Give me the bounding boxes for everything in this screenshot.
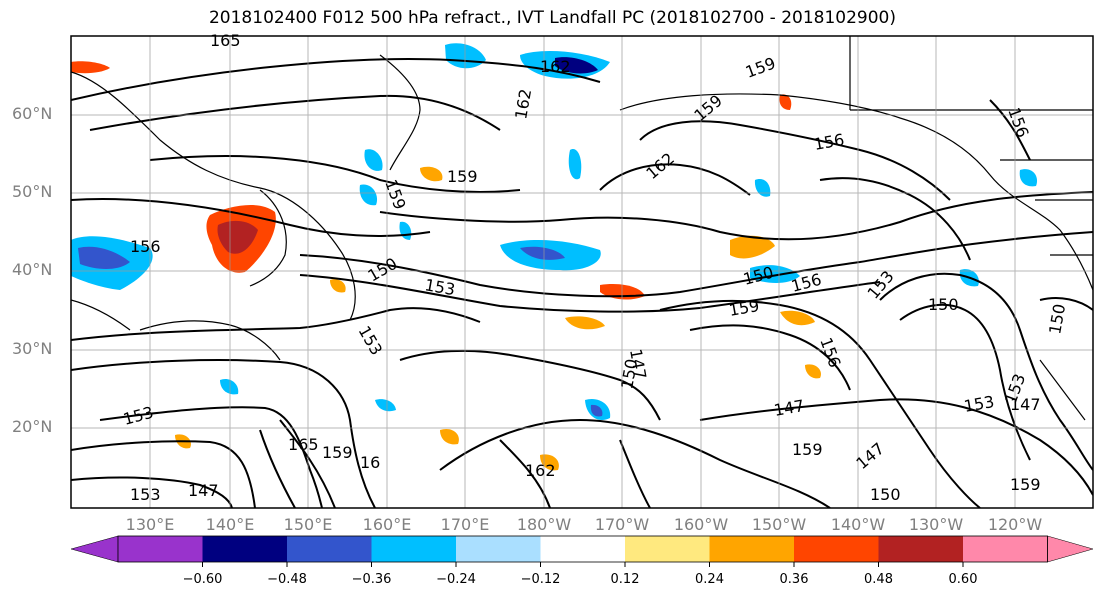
contour-label: 150 [1045, 302, 1069, 335]
contour-label: 147 [188, 481, 219, 500]
colorbar-tick-label: 0.60 [948, 572, 978, 587]
warm-anomaly-regions [71, 61, 821, 471]
colorbar-segment [878, 536, 963, 562]
refractivity-contours [71, 58, 1093, 508]
contour-label: 153 [355, 323, 387, 359]
colorbar-segment [709, 536, 794, 562]
colorbar-segment [456, 536, 541, 562]
lon-label: 150°E [283, 515, 333, 534]
contour-label: 162 [540, 57, 571, 76]
contour-label: 153 [130, 485, 161, 504]
lon-label: 140°W [830, 515, 886, 534]
lon-label: 160°E [362, 515, 412, 534]
contour-label: 147 [1010, 395, 1041, 414]
colorbar-tick-label: −0.48 [267, 572, 307, 587]
lat-label: 30°N [12, 339, 53, 358]
lon-label: 120°W [987, 515, 1043, 534]
lat-label: 40°N [12, 260, 53, 279]
colorbar-segment [287, 536, 372, 562]
contour-label: 159 [322, 443, 353, 462]
contour-label: 159 [447, 167, 478, 186]
contour-label: 153 [864, 267, 898, 303]
colorbar-segment [625, 536, 710, 562]
contour-label: 165 [210, 31, 241, 50]
contour-label: 147 [772, 396, 805, 420]
lon-label: 170°E [440, 515, 490, 534]
graticule [71, 36, 1093, 508]
lon-label: 150°W [751, 515, 807, 534]
colorbar-upper-extension [1047, 535, 1094, 563]
contour-labels: 165 159 162 159 156 156 159 162 159 162 … [121, 31, 1069, 504]
colorbar-segment [118, 536, 203, 562]
contour-label: 165 [288, 435, 319, 454]
contour-label: 153 [962, 392, 995, 416]
colorbar [70, 535, 1094, 567]
lon-label: 130°W [908, 515, 964, 534]
contour-label: 156 [816, 335, 844, 370]
lon-label: 130°E [125, 515, 175, 534]
contour-label: 156 [130, 237, 161, 256]
map-frame [70, 35, 1094, 509]
contour-label: 150 [741, 263, 775, 289]
colorbar-tick-label: −0.60 [182, 572, 223, 587]
contour-label: 159 [690, 91, 726, 125]
contour-label: 162 [511, 87, 535, 120]
colorbar-segment [540, 536, 625, 562]
contour-label: 162 [525, 461, 556, 480]
colorbar-segment [794, 536, 879, 562]
colorbar-segment [371, 536, 456, 562]
colorbar-lower-extension [70, 535, 119, 563]
contour-label: 159 [743, 53, 778, 81]
colorbar-tick-label: 0.24 [695, 572, 724, 587]
colorbar-tick-label: −0.12 [520, 572, 561, 587]
contour-label: 159 [1010, 475, 1041, 494]
lon-label: 170°W [594, 515, 650, 534]
contour-label: 159 [727, 296, 760, 320]
contour-label: 16 [360, 453, 380, 472]
lon-label: 140°E [205, 515, 255, 534]
contour-label: 153 [423, 275, 456, 299]
colorbar-tick-label: −0.36 [351, 572, 392, 587]
colorbar-tick-label: 0.36 [779, 572, 809, 587]
colorbar-tick-label: −0.24 [436, 572, 476, 587]
contour-label: 159 [381, 177, 409, 212]
lat-label: 50°N [12, 182, 53, 201]
blue-anomaly-regions [71, 43, 1038, 420]
colorbar-tick-label: 0.12 [610, 572, 640, 587]
colorbar-segment [202, 536, 287, 562]
contour-label: 150 [928, 295, 959, 314]
contour-label: 156 [812, 130, 845, 154]
coastlines [71, 36, 1093, 421]
map-title: 2018102400 F012 500 hPa refract., IVT La… [208, 8, 896, 28]
colorbar-tick-label: 0.48 [864, 572, 893, 587]
contour-label: 159 [792, 440, 823, 459]
lon-label: 180°W [516, 515, 572, 534]
lat-label: 20°N [12, 417, 53, 436]
lat-label: 60°N [12, 104, 53, 123]
contour-label: 162 [642, 149, 678, 183]
lon-label: 160°W [673, 515, 729, 534]
contour-label: 150 [365, 254, 401, 286]
contour-label: 150 [870, 485, 901, 504]
colorbar-segment [963, 536, 1048, 562]
